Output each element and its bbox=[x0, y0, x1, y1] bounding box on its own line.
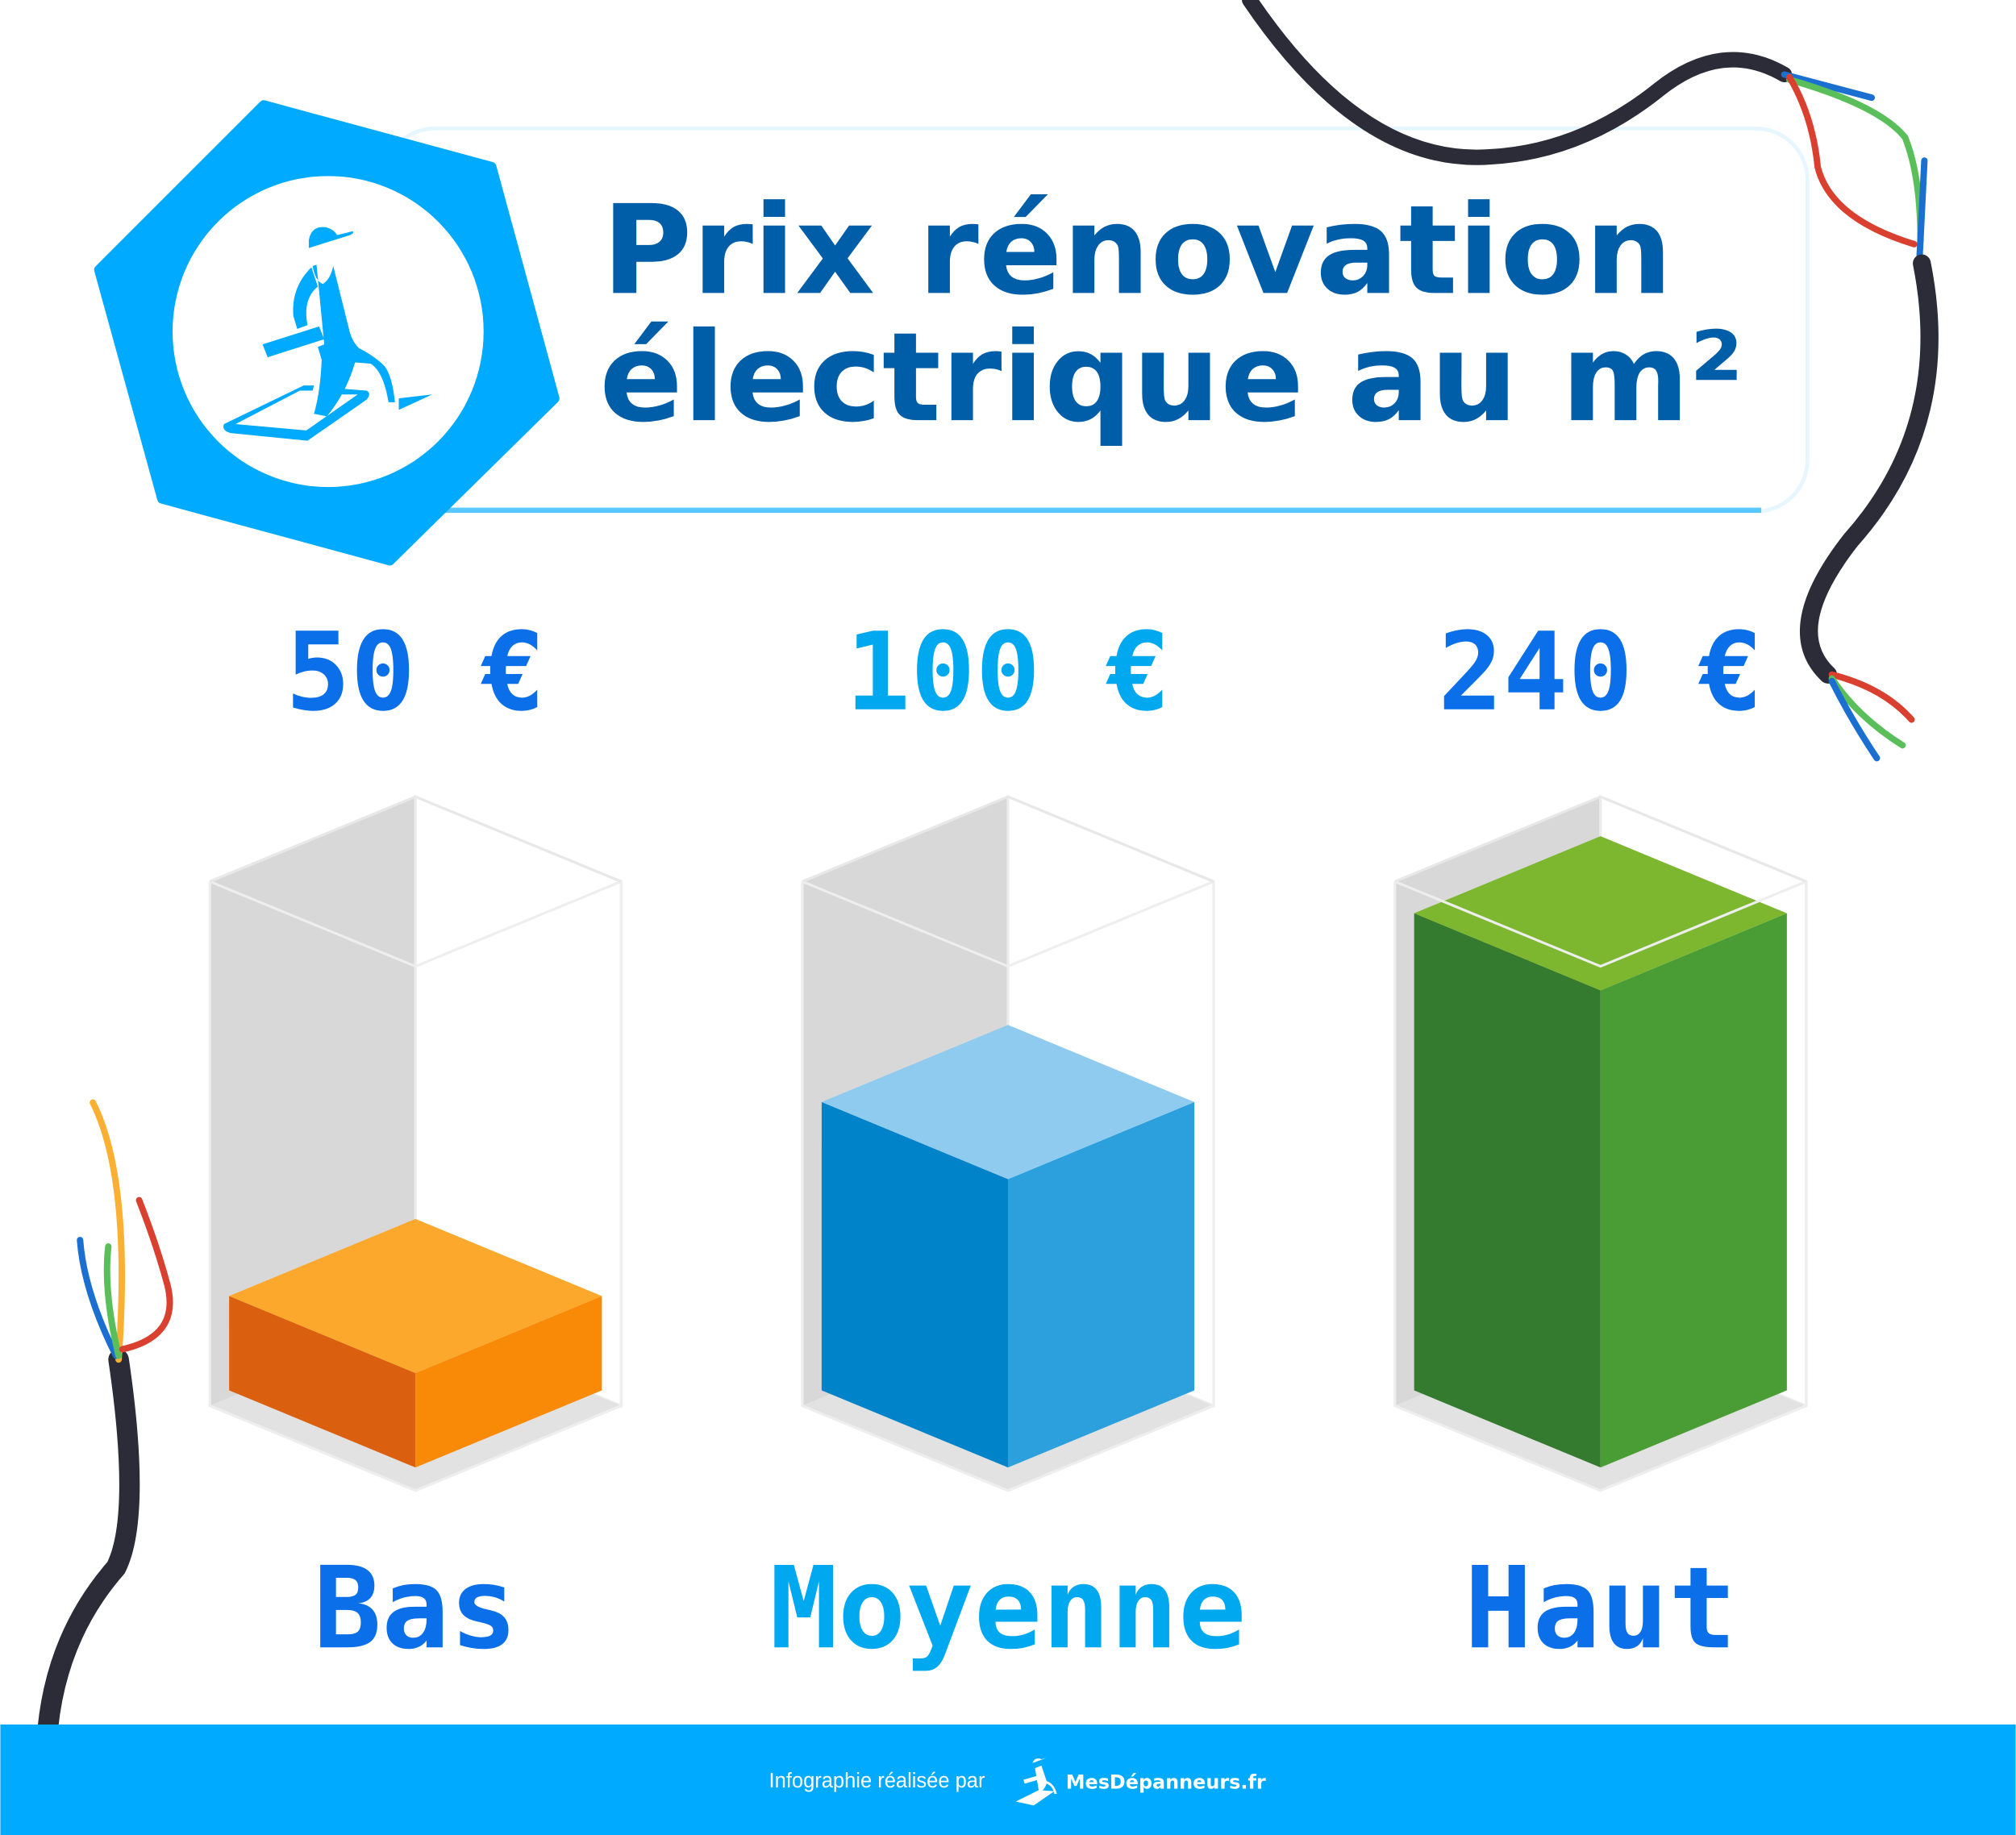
bar-left-face-bas bbox=[229, 1296, 416, 1468]
footer: Infographie réalisée par MesDépanneurs.f… bbox=[0, 1724, 2016, 1835]
bar-left-face-haut bbox=[1414, 913, 1601, 1468]
container-back-edge-bas bbox=[209, 795, 622, 883]
electric-cable-icon bbox=[35, 0, 1939, 1835]
bar-right-face-bas bbox=[415, 1296, 602, 1468]
container-top-edge-moyenne bbox=[802, 880, 1214, 968]
footer-credit: Infographie réalisée par bbox=[769, 1770, 985, 1792]
price-label-haut: 240 € bbox=[1438, 610, 1763, 735]
bar-top-face-bas bbox=[229, 1218, 602, 1374]
category-label-haut: Haut bbox=[1464, 1543, 1737, 1675]
container-back-edge-moyenne bbox=[802, 795, 1214, 883]
price-label-moyenne: 100 € bbox=[846, 610, 1171, 735]
container-top-edge-haut bbox=[1394, 880, 1807, 968]
title-line-1: Prix rénovation bbox=[602, 179, 1672, 322]
container-outline-moyenne bbox=[801, 881, 1215, 1492]
category-label-moyenne: Moyenne bbox=[769, 1543, 1246, 1675]
container-top-edge-bas bbox=[209, 880, 622, 968]
bar-right-face-haut bbox=[1600, 913, 1787, 1468]
title-card: Prix rénovation électrique au m² bbox=[381, 126, 1810, 514]
bar-chart bbox=[208, 794, 1808, 1492]
bar-top-face-haut bbox=[1414, 836, 1787, 991]
brand-logo-icon bbox=[1015, 1758, 1057, 1806]
price-label-bas: 50 € bbox=[285, 610, 545, 735]
plumber-logo-icon bbox=[94, 100, 560, 566]
footer-brand[interactable]: MesDépanneurs.fr bbox=[1066, 1771, 1266, 1794]
bar-right-face-moyenne bbox=[1008, 1101, 1195, 1468]
container-back-edge-haut bbox=[1394, 795, 1807, 883]
container-outline-bas bbox=[208, 881, 623, 1492]
container-outline-haut bbox=[1393, 881, 1808, 1492]
category-label-bas: Bas bbox=[314, 1543, 518, 1675]
title-line-2: électrique au m² bbox=[599, 306, 1743, 450]
bar-left-face-moyenne bbox=[821, 1101, 1008, 1468]
